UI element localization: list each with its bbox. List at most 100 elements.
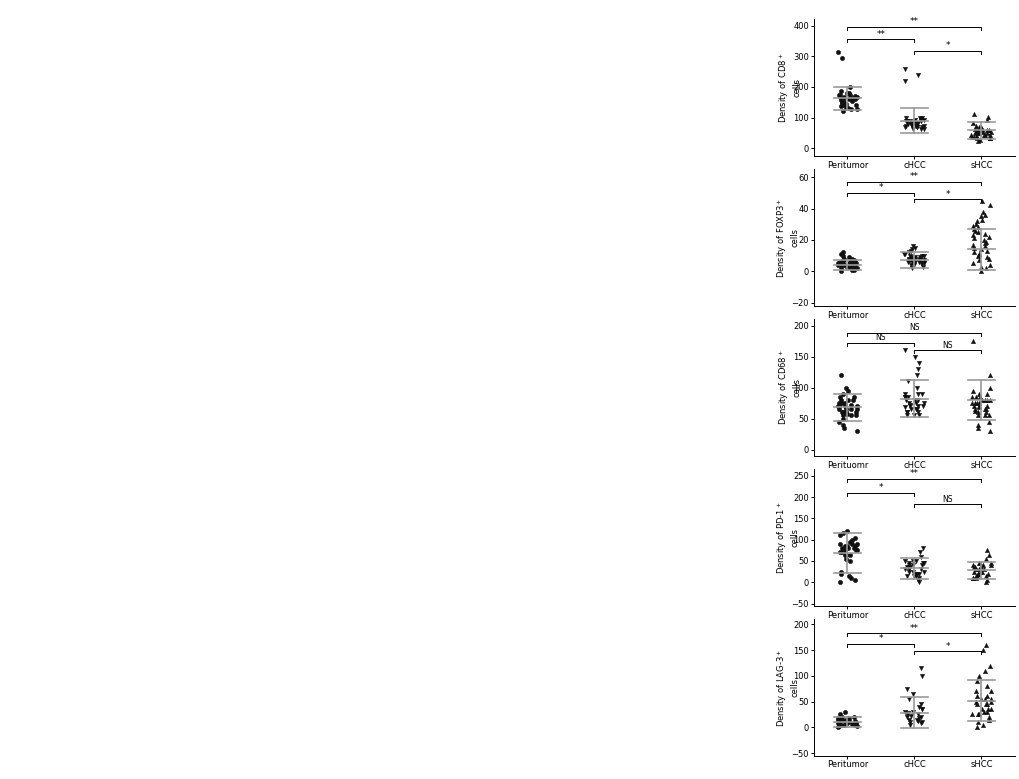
Point [846, 540, 862, 552]
Point [977, 698, 994, 710]
Point [834, 95, 850, 108]
Point [980, 199, 997, 212]
Point [912, 710, 928, 723]
Point [904, 688, 920, 700]
Text: **: ** [909, 623, 918, 633]
Point [834, 527, 850, 540]
Point [964, 257, 980, 270]
Point [898, 708, 914, 721]
Point [969, 127, 985, 139]
Point [830, 538, 847, 550]
Point [837, 548, 853, 561]
Point [980, 252, 997, 265]
Point [979, 703, 996, 716]
Point [832, 90, 848, 102]
Point [970, 127, 986, 139]
Point [835, 90, 851, 103]
Point [906, 114, 922, 126]
Text: NS: NS [942, 495, 952, 503]
Point [965, 400, 981, 412]
Point [828, 45, 845, 58]
Point [912, 717, 928, 729]
Point [833, 542, 849, 555]
Point [901, 254, 917, 266]
Point [842, 409, 858, 421]
Point [977, 406, 994, 418]
Point [904, 566, 920, 578]
Point [834, 418, 850, 431]
Point [897, 119, 913, 132]
Point [909, 715, 925, 728]
Point [829, 720, 846, 732]
Point [846, 90, 862, 102]
Point [841, 81, 857, 93]
Point [846, 574, 862, 587]
Point [968, 675, 984, 687]
Point [833, 710, 849, 723]
Point [905, 569, 921, 582]
Point [847, 718, 863, 731]
Point [912, 115, 928, 128]
Point [909, 69, 925, 82]
Point [838, 525, 854, 538]
Point [964, 566, 980, 578]
Point [978, 544, 995, 556]
Point [829, 717, 846, 729]
Point [848, 262, 864, 274]
Point [898, 393, 914, 406]
Point [906, 251, 922, 263]
Point [965, 232, 981, 245]
Point [832, 85, 848, 97]
Point [971, 243, 987, 256]
Point [901, 716, 917, 728]
Point [963, 130, 979, 143]
Point [901, 399, 917, 411]
Point [963, 708, 979, 721]
Point [974, 125, 990, 138]
Point [900, 563, 916, 576]
Point [848, 406, 864, 418]
Point [971, 133, 987, 146]
Point [979, 548, 996, 561]
Point [978, 124, 995, 136]
Point [913, 703, 929, 716]
Point [835, 412, 851, 425]
Point [830, 713, 847, 725]
Point [973, 206, 989, 218]
Point [977, 552, 994, 565]
Point [840, 712, 856, 724]
Point [964, 572, 980, 584]
Point [968, 215, 984, 227]
Point [900, 254, 916, 266]
Point [833, 96, 849, 108]
Point [846, 531, 862, 544]
Point [967, 685, 983, 697]
Point [835, 96, 851, 108]
Point [915, 122, 931, 135]
Point [968, 698, 984, 710]
Point [915, 257, 931, 270]
Point [915, 249, 931, 262]
Point [900, 557, 916, 569]
Point [913, 670, 929, 682]
Point [896, 706, 912, 718]
Point [962, 129, 978, 141]
Point [970, 248, 986, 260]
Point [910, 357, 926, 369]
Point [844, 94, 860, 107]
Point [964, 561, 980, 573]
Point [906, 393, 922, 406]
Point [896, 401, 912, 414]
Point [836, 540, 852, 552]
Text: *: * [877, 634, 882, 643]
Point [848, 544, 864, 556]
Point [981, 132, 998, 144]
Point [842, 262, 858, 274]
Point [967, 569, 983, 582]
Point [897, 112, 913, 125]
Point [901, 561, 917, 573]
Point [977, 235, 994, 248]
Point [967, 218, 983, 231]
Point [841, 92, 857, 104]
Point [896, 390, 912, 403]
